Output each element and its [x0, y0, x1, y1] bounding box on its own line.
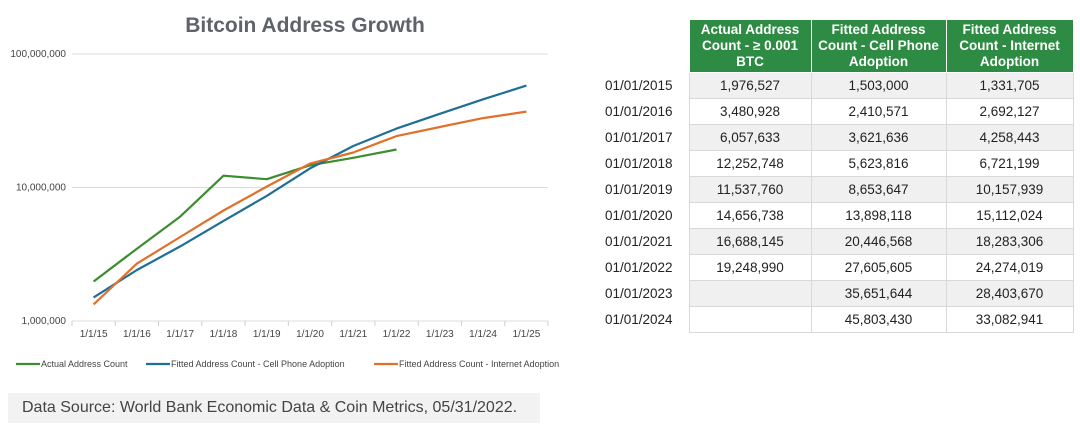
- x-tick-label: 1/1/16: [123, 329, 151, 340]
- cell-internet-fit: 1,331,705: [945, 72, 1074, 99]
- table-header-row: Actual Address Count - ≥ 0.001 BTC Fitte…: [603, 19, 1074, 73]
- x-tick-label: 1/1/25: [512, 329, 540, 340]
- cell-actual-count: 14,656,738: [688, 202, 812, 229]
- line-chart: 1,000,000 10,000,000 100,000,000 1/1/15 1/1/…: [10, 49, 559, 369]
- legend-label: Actual Address Count: [41, 359, 128, 369]
- cell-internet-fit: 10,157,939: [945, 176, 1074, 203]
- header-cell-phone-adoption: Fitted Address Count - Cell Phone Adopti…: [810, 19, 947, 73]
- cell-actual-count: 16,688,145: [688, 228, 812, 255]
- cell-cell-phone-fit: 5,623,816: [810, 150, 947, 177]
- address-count-table: Actual Address Count - ≥ 0.001 BTC Fitte…: [603, 19, 1074, 333]
- cell-internet-fit: 15,112,024: [945, 202, 1074, 229]
- table-row: 01/01/2020 14,656,738 13,898,118 15,112,024: [603, 202, 1074, 229]
- cell-internet-fit: 18,283,306: [945, 228, 1074, 255]
- series-line-1: [92, 148, 397, 283]
- series-line-3: [92, 110, 527, 306]
- x-tick-label: 1/1/23: [426, 329, 454, 340]
- chart-panel: Bitcoin Address Growth 1,000,000 10,000,0…: [0, 0, 580, 390]
- table-row: 01/01/2024 45,803,430 33,082,941: [603, 306, 1074, 333]
- data-source-note: Data Source: World Bank Economic Data & …: [8, 393, 540, 423]
- row-date: 01/01/2018: [605, 156, 673, 171]
- cell-actual-count: [688, 280, 812, 307]
- cell-cell-phone-fit: 45,803,430: [810, 306, 947, 333]
- y-tick-label: 1,000,000: [22, 316, 67, 327]
- row-date: 01/01/2015: [605, 78, 673, 93]
- cell-internet-fit: 28,403,670: [945, 280, 1074, 307]
- cell-actual-count: 3,480,928: [688, 98, 812, 125]
- header-actual-count: Actual Address Count - ≥ 0.001 BTC: [688, 19, 812, 73]
- row-date: 01/01/2020: [605, 208, 673, 223]
- cell-actual-count: 19,248,990: [688, 254, 812, 281]
- table-row: 01/01/2016 3,480,928 2,410,571 2,692,127: [603, 98, 1074, 125]
- legend-label: Fitted Address Count - Cell Phone Adopti…: [171, 359, 345, 369]
- cell-cell-phone-fit: 13,898,118: [810, 202, 947, 229]
- cell-cell-phone-fit: 3,621,636: [810, 124, 947, 151]
- cell-cell-phone-fit: 35,651,644: [810, 280, 947, 307]
- x-tick-label: 1/1/22: [383, 329, 411, 340]
- header-internet-adoption: Fitted Address Count - Internet Adoption: [945, 19, 1074, 73]
- legend-label: Fitted Address Count - Internet Adoption: [399, 359, 559, 369]
- series-line-2: [93, 84, 527, 299]
- cell-actual-count: 1,976,527: [688, 72, 812, 99]
- table-row: 01/01/2022 19,248,990 27,605,605 24,274,019: [603, 254, 1074, 281]
- cell-actual-count: 11,537,760: [688, 176, 812, 203]
- x-tick-label: 1/1/18: [210, 329, 238, 340]
- x-tick-label: 1/1/24: [469, 329, 497, 340]
- row-date: 01/01/2022: [605, 260, 673, 275]
- chart-title: Bitcoin Address Growth: [185, 14, 425, 37]
- row-date: 01/01/2017: [605, 130, 673, 145]
- cell-cell-phone-fit: 8,653,647: [810, 176, 947, 203]
- row-date: 01/01/2016: [605, 104, 673, 119]
- cell-actual-count: [688, 306, 812, 333]
- table-row: 01/01/2018 12,252,748 5,623,816 6,721,199: [603, 150, 1074, 177]
- row-date: 01/01/2023: [605, 286, 673, 301]
- cell-internet-fit: 24,274,019: [945, 254, 1074, 281]
- x-tick-label: 1/1/20: [296, 329, 324, 340]
- x-tick-label: 1/1/15: [80, 329, 108, 340]
- x-tick-label: 1/1/21: [339, 329, 367, 340]
- cell-internet-fit: 2,692,127: [945, 98, 1074, 125]
- cell-actual-count: 6,057,633: [688, 124, 812, 151]
- row-date: 01/01/2024: [605, 312, 673, 327]
- table-row: 01/01/2017 6,057,633 3,621,636 4,258,443: [603, 124, 1074, 151]
- row-date: 01/01/2019: [605, 182, 673, 197]
- cell-cell-phone-fit: 20,446,568: [810, 228, 947, 255]
- cell-actual-count: 12,252,748: [688, 150, 812, 177]
- table-row: 01/01/2015 1,976,527 1,503,000 1,331,705: [603, 72, 1074, 99]
- table-corner-cell: [603, 19, 689, 73]
- y-tick-label: 100,000,000: [10, 49, 66, 60]
- y-tick-label: 10,000,000: [16, 183, 66, 194]
- cell-cell-phone-fit: 27,605,605: [810, 254, 947, 281]
- row-date: 01/01/2021: [605, 234, 673, 249]
- table-row: 01/01/2021 16,688,145 20,446,568 18,283,306: [603, 228, 1074, 255]
- x-tick-label: 1/1/17: [166, 329, 194, 340]
- cell-cell-phone-fit: 1,503,000: [810, 72, 947, 99]
- cell-internet-fit: 33,082,941: [945, 306, 1074, 333]
- x-tick-label: 1/1/19: [253, 329, 281, 340]
- table-row: 01/01/2023 35,651,644 28,403,670: [603, 280, 1074, 307]
- table-row: 01/01/2019 11,537,760 8,653,647 10,157,939: [603, 176, 1074, 203]
- cell-cell-phone-fit: 2,410,571: [810, 98, 947, 125]
- cell-internet-fit: 6,721,199: [945, 150, 1074, 177]
- cell-internet-fit: 4,258,443: [945, 124, 1074, 151]
